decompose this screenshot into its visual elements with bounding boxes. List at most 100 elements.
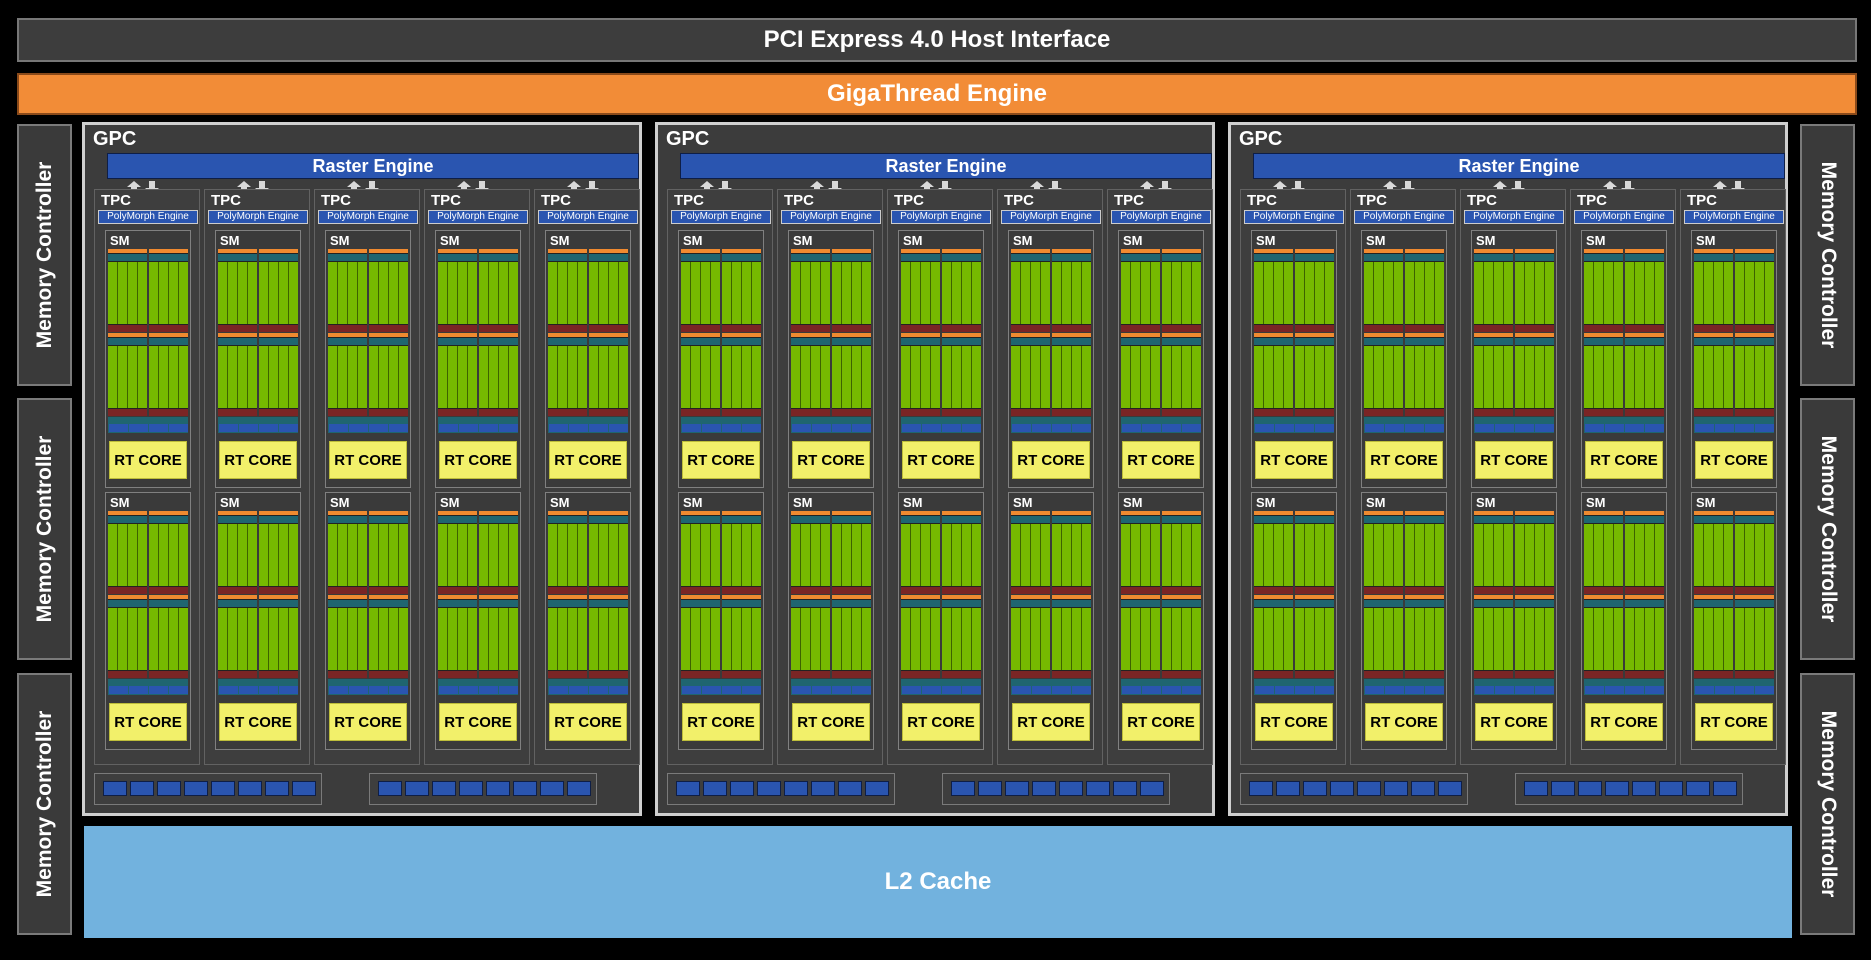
rop-unit xyxy=(703,781,727,796)
core-divider xyxy=(1283,524,1284,586)
core-divider xyxy=(1071,524,1072,586)
core-divider xyxy=(861,608,862,670)
l0-cache xyxy=(438,333,477,337)
warp-scheduler xyxy=(722,516,761,523)
core-divider xyxy=(690,262,691,324)
rop-unit xyxy=(676,781,700,796)
core-divider xyxy=(137,524,138,586)
l0-cache xyxy=(681,595,720,599)
core-divider xyxy=(700,262,701,324)
core-divider xyxy=(137,608,138,670)
register-file xyxy=(901,409,940,416)
l0-cache xyxy=(1364,511,1403,515)
cuda-core-block xyxy=(369,608,408,670)
sm-partition xyxy=(1474,333,1513,416)
texture-unit xyxy=(1755,424,1774,432)
core-divider xyxy=(810,262,811,324)
texture-unit xyxy=(942,686,961,694)
register-file xyxy=(1405,409,1444,416)
l0-cache xyxy=(149,595,188,599)
core-divider xyxy=(1020,346,1021,408)
tpc: TPC PolyMorph Engine SM RT CORE SM RT CORE xyxy=(1240,189,1346,765)
sm-partition xyxy=(369,333,408,416)
texture-units xyxy=(1474,417,1554,433)
core-divider xyxy=(1061,346,1062,408)
register-file xyxy=(1121,671,1160,678)
core-divider xyxy=(1703,524,1704,586)
warp-scheduler xyxy=(479,600,518,607)
texture-unit xyxy=(902,686,921,694)
cuda-core-block xyxy=(1735,262,1774,324)
core-divider xyxy=(357,346,358,408)
sm-partition xyxy=(1121,511,1160,594)
raster-engine-label: Raster Engine xyxy=(1458,155,1580,176)
warp-scheduler xyxy=(681,254,720,261)
core-divider xyxy=(1324,524,1325,586)
register-file xyxy=(1011,587,1050,594)
sm-partition xyxy=(1364,249,1403,332)
rop-unit xyxy=(1384,781,1408,796)
polymorph-engine: PolyMorph Engine xyxy=(428,210,528,224)
rop-unit xyxy=(1659,781,1683,796)
cuda-core-block xyxy=(901,608,940,670)
warp-scheduler xyxy=(149,254,188,261)
cuda-core-block xyxy=(1625,524,1664,586)
core-divider xyxy=(1534,346,1535,408)
texture-unit xyxy=(459,686,478,694)
sm-label: SM xyxy=(110,495,130,510)
texture-unit xyxy=(349,686,368,694)
core-divider xyxy=(1644,346,1645,408)
register-file xyxy=(1121,587,1160,594)
sm-partition xyxy=(1405,333,1444,416)
sm-partition xyxy=(1474,511,1513,594)
l0-cache xyxy=(149,333,188,337)
warp-scheduler xyxy=(1295,516,1334,523)
texture-units xyxy=(438,417,518,433)
core-divider xyxy=(337,346,338,408)
rop-unit xyxy=(265,781,289,796)
core-divider xyxy=(227,262,228,324)
core-divider xyxy=(930,346,931,408)
l0-cache xyxy=(901,249,940,253)
warp-scheduler xyxy=(1162,254,1201,261)
core-divider xyxy=(741,262,742,324)
cuda-core-block xyxy=(479,346,518,408)
cuda-core-block xyxy=(548,524,587,586)
core-divider xyxy=(971,524,972,586)
register-file xyxy=(791,671,830,678)
rt-core: RT CORE xyxy=(1122,703,1200,741)
core-divider xyxy=(1273,346,1274,408)
sm-partition xyxy=(1515,595,1554,678)
core-divider xyxy=(467,346,468,408)
core-divider xyxy=(508,524,509,586)
core-divider xyxy=(1503,346,1504,408)
l0-cache xyxy=(1694,333,1733,337)
register-file xyxy=(1474,325,1513,332)
core-divider xyxy=(158,262,159,324)
core-divider xyxy=(851,346,852,408)
polymorph-engine: PolyMorph Engine xyxy=(1464,210,1564,224)
tpc: TPC PolyMorph Engine SM RT CORE SM RT CORE xyxy=(314,189,420,765)
rop-partition xyxy=(369,773,597,805)
warp-scheduler xyxy=(681,516,720,523)
warp-scheduler xyxy=(259,338,298,345)
sm-partition xyxy=(1162,333,1201,416)
sm: SM RT CORE xyxy=(435,230,521,488)
sm-partition xyxy=(1162,511,1201,594)
rt-core: RT CORE xyxy=(439,441,517,479)
sm-partition xyxy=(1295,595,1334,678)
core-divider xyxy=(1414,262,1415,324)
texture-units xyxy=(1011,679,1091,695)
sm-partition xyxy=(722,333,761,416)
cuda-core-block xyxy=(548,346,587,408)
warp-scheduler xyxy=(832,338,871,345)
register-file xyxy=(1584,325,1623,332)
cuda-core-block xyxy=(791,346,830,408)
core-divider xyxy=(158,524,159,586)
register-file xyxy=(1584,409,1623,416)
warp-scheduler xyxy=(1474,516,1513,523)
sm-partition xyxy=(901,249,940,332)
cuda-core-block xyxy=(1254,524,1293,586)
core-divider xyxy=(608,346,609,408)
core-divider xyxy=(1030,524,1031,586)
